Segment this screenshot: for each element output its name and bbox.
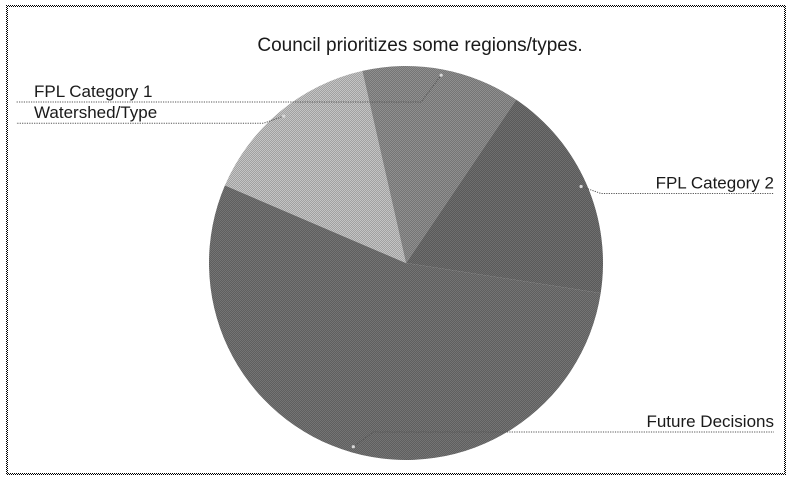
slice-label-watershed-type: Watershed/Type [34, 103, 157, 122]
chart-frame: Council prioritizes some regions/types. … [6, 5, 786, 475]
pie-slice-fpl-category-1 [362, 66, 517, 263]
pie-slice-future-decisions [208, 185, 601, 460]
slice-labels: FPL Category 2 Future Decisions Watershed/… [34, 82, 774, 431]
pie-chart: Council prioritizes some regions/types. … [6, 5, 786, 475]
leader-dot-fpl-category-1 [439, 73, 443, 77]
leader-dot-fpl-category-2 [579, 184, 583, 189]
pie-slice-texture [406, 99, 603, 294]
leader-lines [16, 73, 774, 449]
chart-title: Council prioritizes some regions/types. [257, 35, 582, 56]
pie-slice-texture [224, 70, 406, 264]
pie-slices [208, 66, 603, 460]
pie-slice-fpl-category-2 [406, 99, 603, 294]
pie-slice-texture [208, 185, 601, 460]
leader-dot-watershed-type [282, 114, 286, 118]
leader-line-future-decisions [353, 431, 774, 448]
leader-dot-future-decisions [351, 445, 355, 449]
pie-slice-watershed-type [224, 70, 406, 264]
pie-slice-texture [362, 66, 517, 263]
chart-border [6, 5, 786, 475]
slice-label-fpl-category-2: FPL Category 2 [656, 174, 774, 193]
leader-line-fpl-category-1 [16, 74, 442, 103]
slice-label-fpl-category-1: FPL Category 1 [34, 82, 152, 101]
slice-label-future-decisions: Future Decisions [646, 412, 774, 431]
